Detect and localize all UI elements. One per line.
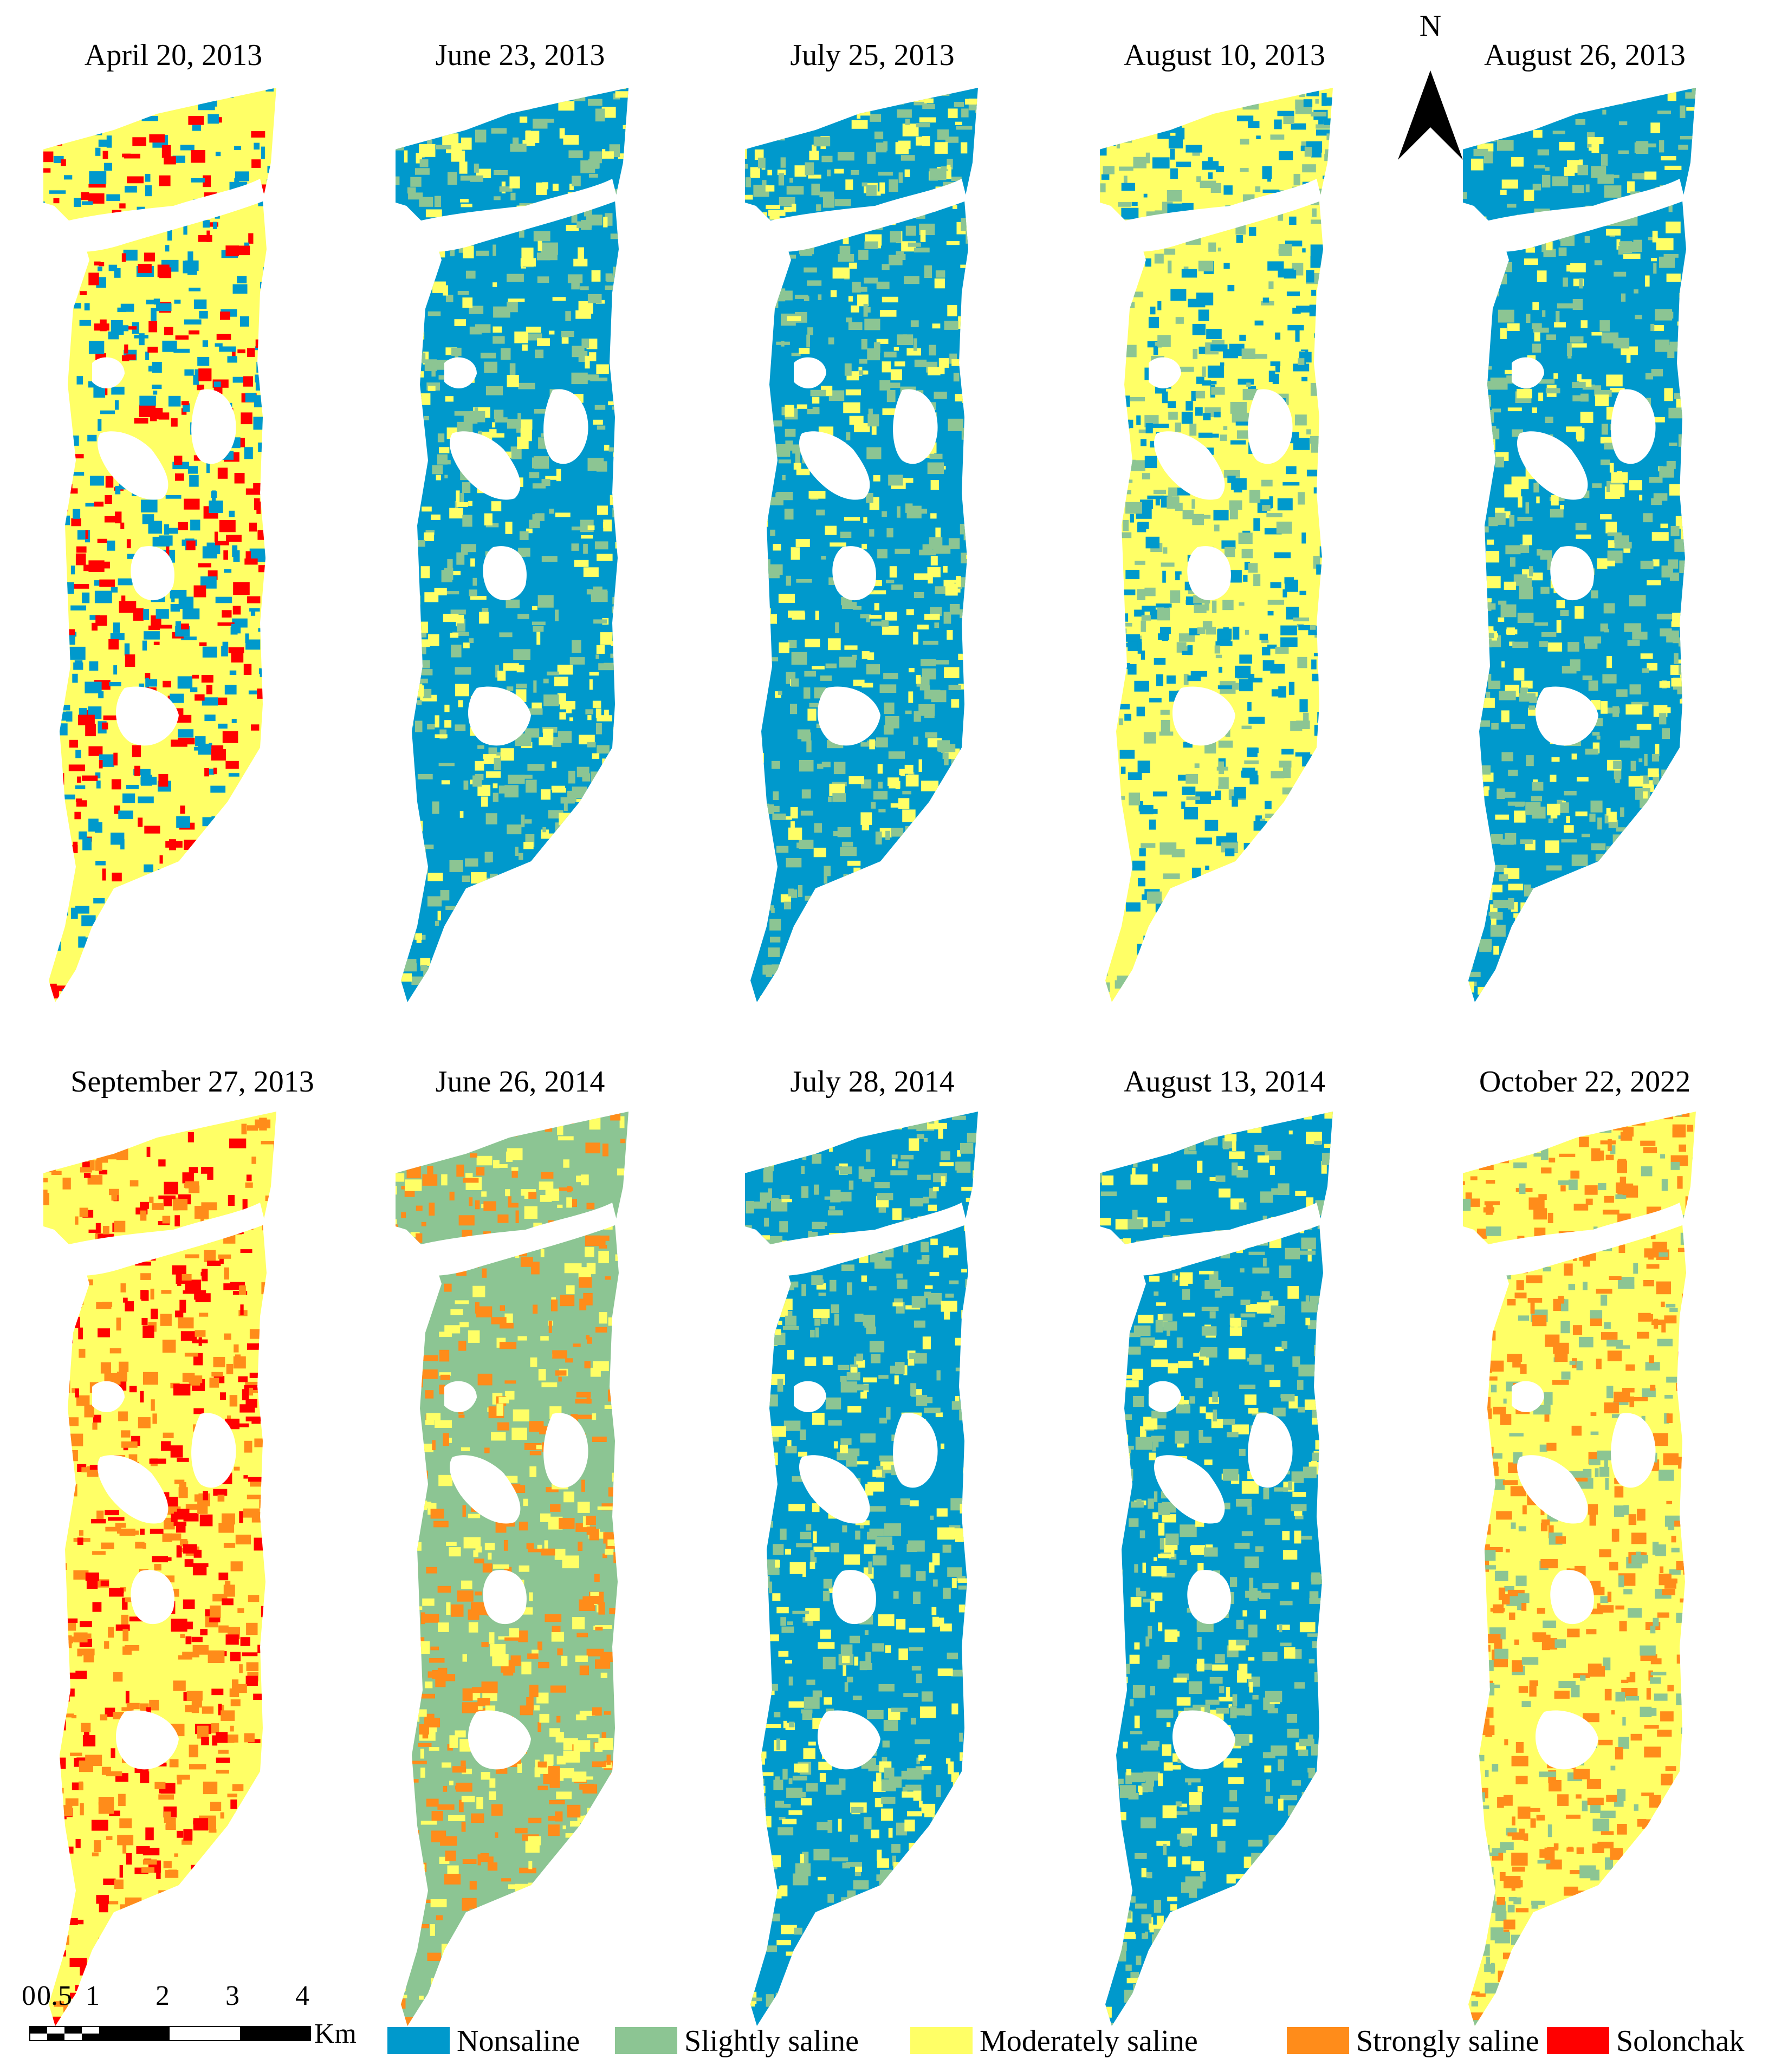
- map-panel-10: [1463, 1105, 1766, 2037]
- map-6-raster: [43, 1112, 276, 2026]
- map-10: [1463, 1112, 1696, 2026]
- map-panel-2: [396, 81, 699, 1013]
- panel-title-5: August 26, 2013: [1484, 38, 1686, 72]
- map-1-holes: [43, 179, 265, 746]
- map-6-holes: [43, 1203, 265, 1770]
- panel-title-7: June 26, 2014: [435, 1065, 605, 1099]
- map-panel-9: [1100, 1105, 1403, 2037]
- map-9: [1100, 1112, 1333, 2026]
- map-5-holes: [1463, 179, 1685, 746]
- legend-swatch-solonchak: [1547, 2027, 1609, 2054]
- scale-bar: 0 0.5 1 2 3 4 Km: [22, 1980, 390, 2050]
- map-panel-1: [43, 81, 347, 1013]
- map-3-holes: [745, 179, 967, 746]
- map-8-holes: [745, 1203, 967, 1770]
- map-panel-5: [1463, 81, 1766, 1013]
- map-panel-8: [745, 1105, 1048, 2037]
- scale-label-2: 2: [156, 1980, 170, 2011]
- north-arrow-icon: [1398, 70, 1463, 160]
- legend: Nonsaline Slightly saline Moderately sal…: [387, 2021, 1780, 2064]
- legend-swatch-nonsaline: [387, 2027, 450, 2054]
- panel-title-4: August 10, 2013: [1124, 38, 1325, 72]
- panel-title-9: August 13, 2014: [1124, 1065, 1325, 1099]
- map-panel-4: [1100, 81, 1403, 1013]
- scale-unit: Km: [314, 2018, 357, 2049]
- map-1: [43, 88, 276, 1002]
- panel-title-2: June 23, 2013: [435, 38, 605, 72]
- map-8: [745, 1112, 978, 2026]
- map-panel-7: [396, 1105, 699, 2037]
- scale-label-1: 1: [86, 1980, 100, 2011]
- legend-swatch-strongly-saline: [1287, 2027, 1349, 2054]
- map-2: [396, 88, 629, 1002]
- legend-label-strongly-saline: Strongly saline: [1356, 2024, 1539, 2058]
- north-label: N: [1419, 9, 1442, 43]
- panel-title-6: September 27, 2013: [70, 1065, 314, 1099]
- legend-label-moderately-saline: Moderately saline: [980, 2024, 1198, 2058]
- map-panel-3: [745, 81, 1048, 1013]
- legend-swatch-slightly-saline: [615, 2027, 677, 2054]
- legend-label-solonchak: Solonchak: [1616, 2024, 1745, 2058]
- map-5: [1463, 88, 1696, 1002]
- scale-bar-graphic: [29, 2026, 311, 2041]
- map-7: [396, 1112, 629, 2026]
- legend-swatch-moderately-saline: [910, 2027, 973, 2054]
- scale-label-0: 0: [22, 1980, 36, 2011]
- map-4-holes: [1100, 179, 1322, 746]
- scale-label-0-5: 0.5: [37, 1980, 72, 2011]
- map-7-holes: [396, 1203, 618, 1770]
- map-6: [43, 1112, 276, 2026]
- map-panel-6: [43, 1105, 347, 2037]
- panel-title-10: October 22, 2022: [1479, 1065, 1691, 1099]
- panel-title-8: July 28, 2014: [790, 1065, 955, 1099]
- scale-label-4: 4: [295, 1980, 309, 2011]
- legend-label-slightly-saline: Slightly saline: [684, 2024, 859, 2058]
- panel-title-3: July 25, 2013: [790, 38, 955, 72]
- map-10-holes: [1463, 1203, 1685, 1770]
- map-3: [745, 88, 978, 1002]
- map-2-holes: [396, 179, 618, 746]
- scale-label-3: 3: [225, 1980, 239, 2011]
- legend-label-nonsaline: Nonsaline: [457, 2024, 580, 2058]
- panel-title-1: April 20, 2013: [84, 38, 263, 72]
- map-9-holes: [1100, 1203, 1322, 1770]
- map-4: [1100, 88, 1333, 1002]
